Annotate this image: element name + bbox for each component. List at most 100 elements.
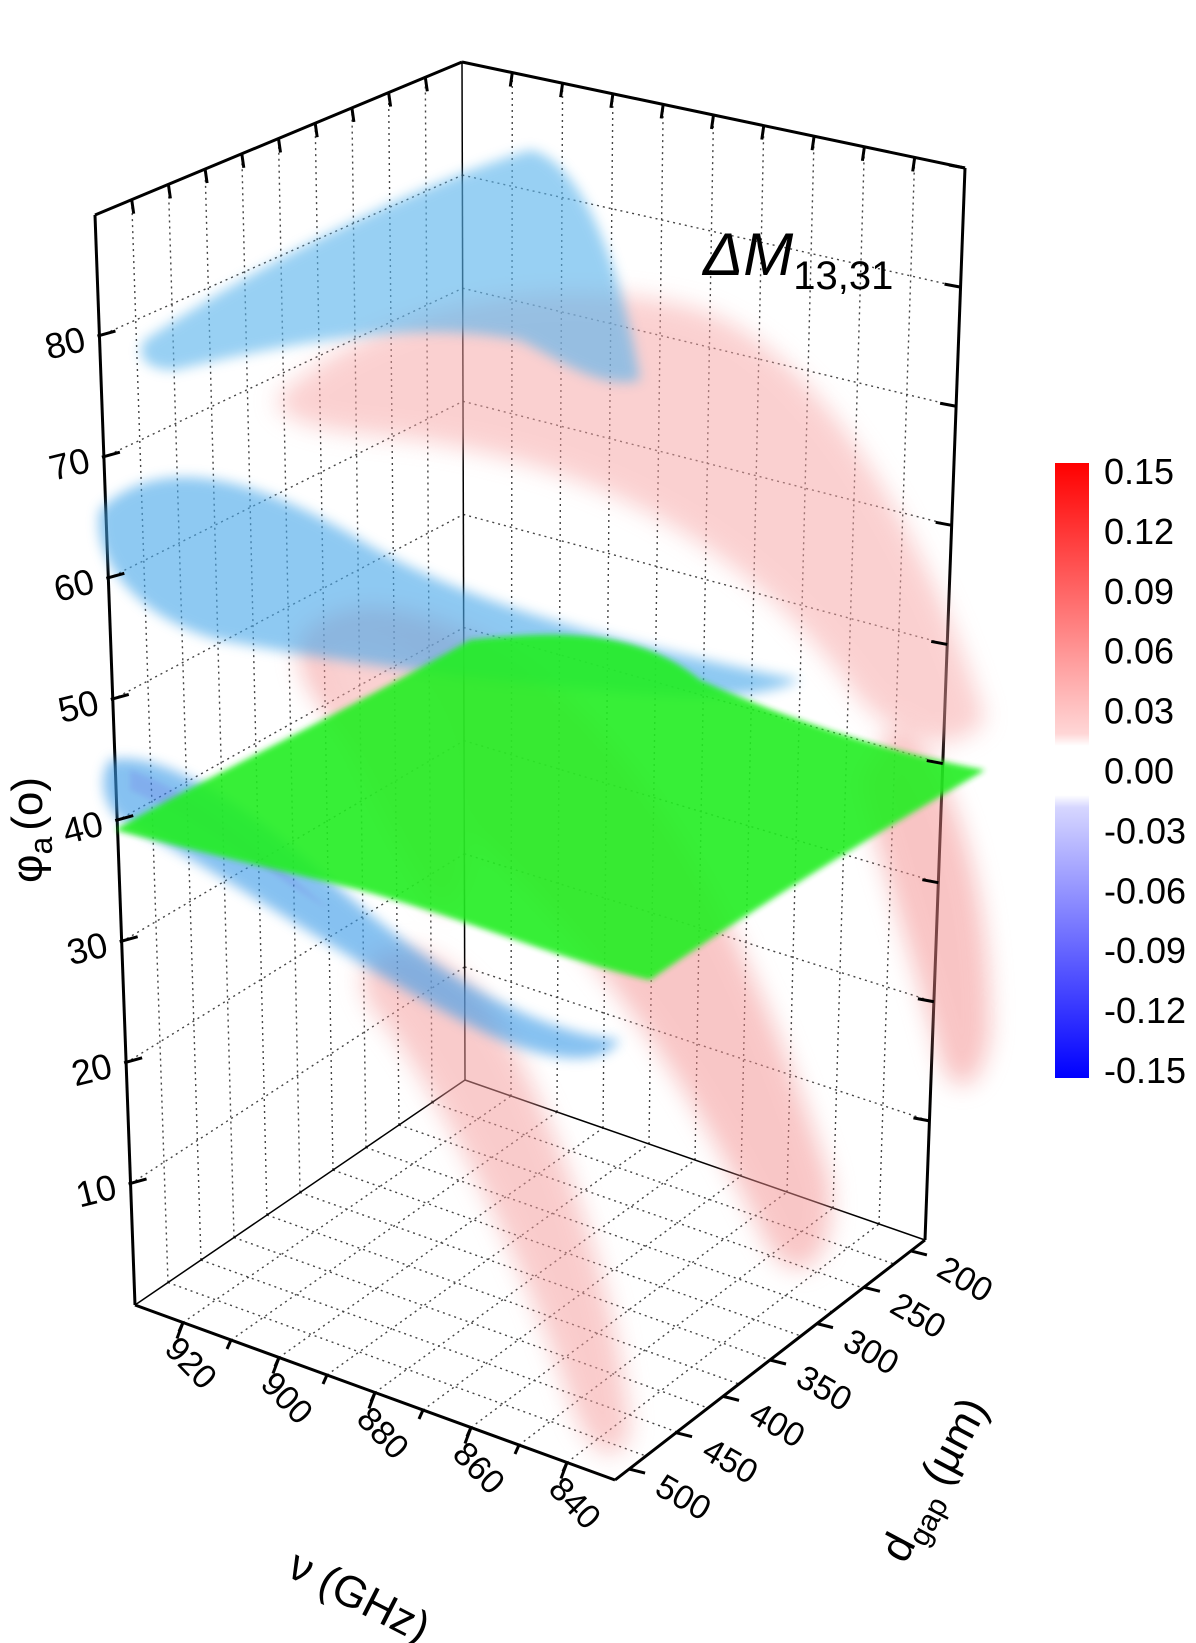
z-tick [128, 1177, 147, 1186]
frame-tick [609, 93, 615, 109]
x-minor-tick [321, 1374, 329, 1385]
chart-title-subscript: 13,31 [793, 254, 893, 298]
z-tick-label: 10 [72, 1166, 121, 1215]
frame-tick [240, 153, 246, 169]
colorbar-tick-label: 0.15 [1104, 451, 1174, 492]
frame-tick [559, 82, 565, 98]
z-tick [105, 571, 125, 580]
y-axis-label: dgap (µm) [871, 1389, 1004, 1573]
frame-tick [710, 114, 715, 130]
frame-tick [913, 1116, 930, 1123]
frame-tick [860, 146, 866, 162]
z-tick-label: 60 [49, 560, 98, 609]
frame-tick [935, 520, 952, 527]
x-tick-label: 900 [253, 1365, 320, 1432]
x-minor-tick [417, 1409, 425, 1420]
frame-tick [203, 168, 209, 184]
z-tick-label: 30 [63, 924, 112, 973]
grid-line-y [602, 93, 614, 1129]
frame-tick [659, 104, 665, 119]
y-tick [863, 1285, 881, 1293]
colorbar-labels: 0.15 0.12 0.09 0.06 0.03 0.00 -0.03 -0.06 -0.09 -… [1104, 451, 1186, 1091]
grid-line-x [204, 169, 235, 1238]
axis-ticks [97, 72, 966, 1480]
z-tick-label: 70 [45, 439, 94, 488]
chart-title: ΔM13,31 [701, 221, 893, 298]
colorbar-scale [1055, 463, 1089, 1078]
z-tick-label: 80 [41, 318, 90, 367]
z-tick [101, 450, 121, 459]
frame-tick [948, 163, 966, 170]
x-tick-label: 840 [541, 1470, 608, 1537]
frame-tick [508, 72, 514, 87]
colorbar-tick-label: -0.09 [1104, 930, 1186, 971]
z-tick [123, 1056, 143, 1065]
x-minor-tick [465, 1426, 473, 1438]
z-tick-label: 50 [54, 681, 103, 730]
x-minor-tick [273, 1356, 281, 1368]
x-tick-label: 920 [157, 1330, 224, 1397]
colorbar-tick-label: -0.12 [1104, 990, 1186, 1031]
y-tick [816, 1322, 834, 1330]
colorbar-tick-label: -0.03 [1104, 810, 1186, 851]
negative-lobe-top [141, 150, 640, 382]
y-tick [910, 1249, 928, 1257]
y-tick-label: 400 [743, 1394, 811, 1455]
frame-tick [810, 135, 816, 151]
frame-tick [277, 138, 282, 153]
z-tick [114, 814, 134, 823]
zero-plane [115, 634, 985, 980]
positive-lobe-low [361, 948, 630, 1454]
frame-tick [166, 184, 172, 199]
frame-tick [917, 997, 935, 1004]
z-tick-label: 20 [67, 1045, 116, 1094]
floor-grid-line [365, 1146, 833, 1313]
frame-tick [939, 401, 957, 408]
z-tick-label: 40 [58, 803, 107, 852]
negative-lobe-mid [98, 477, 801, 697]
x-axis-label: ν (GHz) [280, 1540, 437, 1643]
colorbar-tick-label: 0.12 [1104, 511, 1174, 552]
x-tick-label: 880 [349, 1400, 416, 1467]
y-tick [675, 1431, 693, 1439]
grid-line-x [277, 138, 301, 1193]
frame-tick [944, 282, 961, 289]
y-tick-label: 250 [884, 1285, 952, 1346]
x-minor-tick [561, 1461, 569, 1473]
x-minor-tick [177, 1321, 185, 1333]
colorbar: 0.15 0.12 0.09 0.06 0.03 0.00 -0.03 -0.06 -0.09 -… [1055, 451, 1186, 1091]
y-tick-label: 450 [696, 1431, 764, 1492]
floor-grid-line [266, 1214, 740, 1385]
positive-lobe-top [275, 292, 985, 742]
colorbar-tick-label: 0.06 [1104, 631, 1174, 672]
frame-tick [423, 77, 429, 92]
frame-tick [130, 199, 136, 214]
frame-tick [350, 107, 356, 123]
grid-line-x [131, 199, 169, 1283]
y-tick-label: 350 [790, 1358, 858, 1419]
y-tick-label: 200 [931, 1249, 999, 1310]
floor-grid-line [233, 1236, 709, 1409]
frame-tick [911, 157, 917, 172]
y-tick [769, 1358, 787, 1366]
grid-line-y [878, 157, 916, 1225]
frame-tick [930, 639, 948, 646]
grid-line-y [786, 136, 815, 1193]
x-minor-tick [369, 1391, 377, 1403]
floor-grid-line [299, 1191, 771, 1361]
frame-tick [760, 125, 766, 140]
y-tick [628, 1467, 646, 1475]
colorbar-tick-label: 0.03 [1104, 691, 1174, 732]
frame-tick [926, 759, 944, 766]
y-tick-label: 500 [649, 1467, 717, 1528]
z-tick [119, 935, 139, 944]
colorbar-tick-label: -0.15 [1104, 1050, 1186, 1091]
frame-tick [387, 92, 393, 107]
x-minor-tick [513, 1444, 521, 1455]
volume-surfaces [98, 150, 990, 1454]
y-tick-label: 300 [837, 1322, 905, 1383]
colorbar-tick-label: 0.00 [1104, 751, 1174, 792]
colorbar-tick-label: -0.06 [1104, 870, 1186, 911]
z-tick [110, 692, 130, 701]
